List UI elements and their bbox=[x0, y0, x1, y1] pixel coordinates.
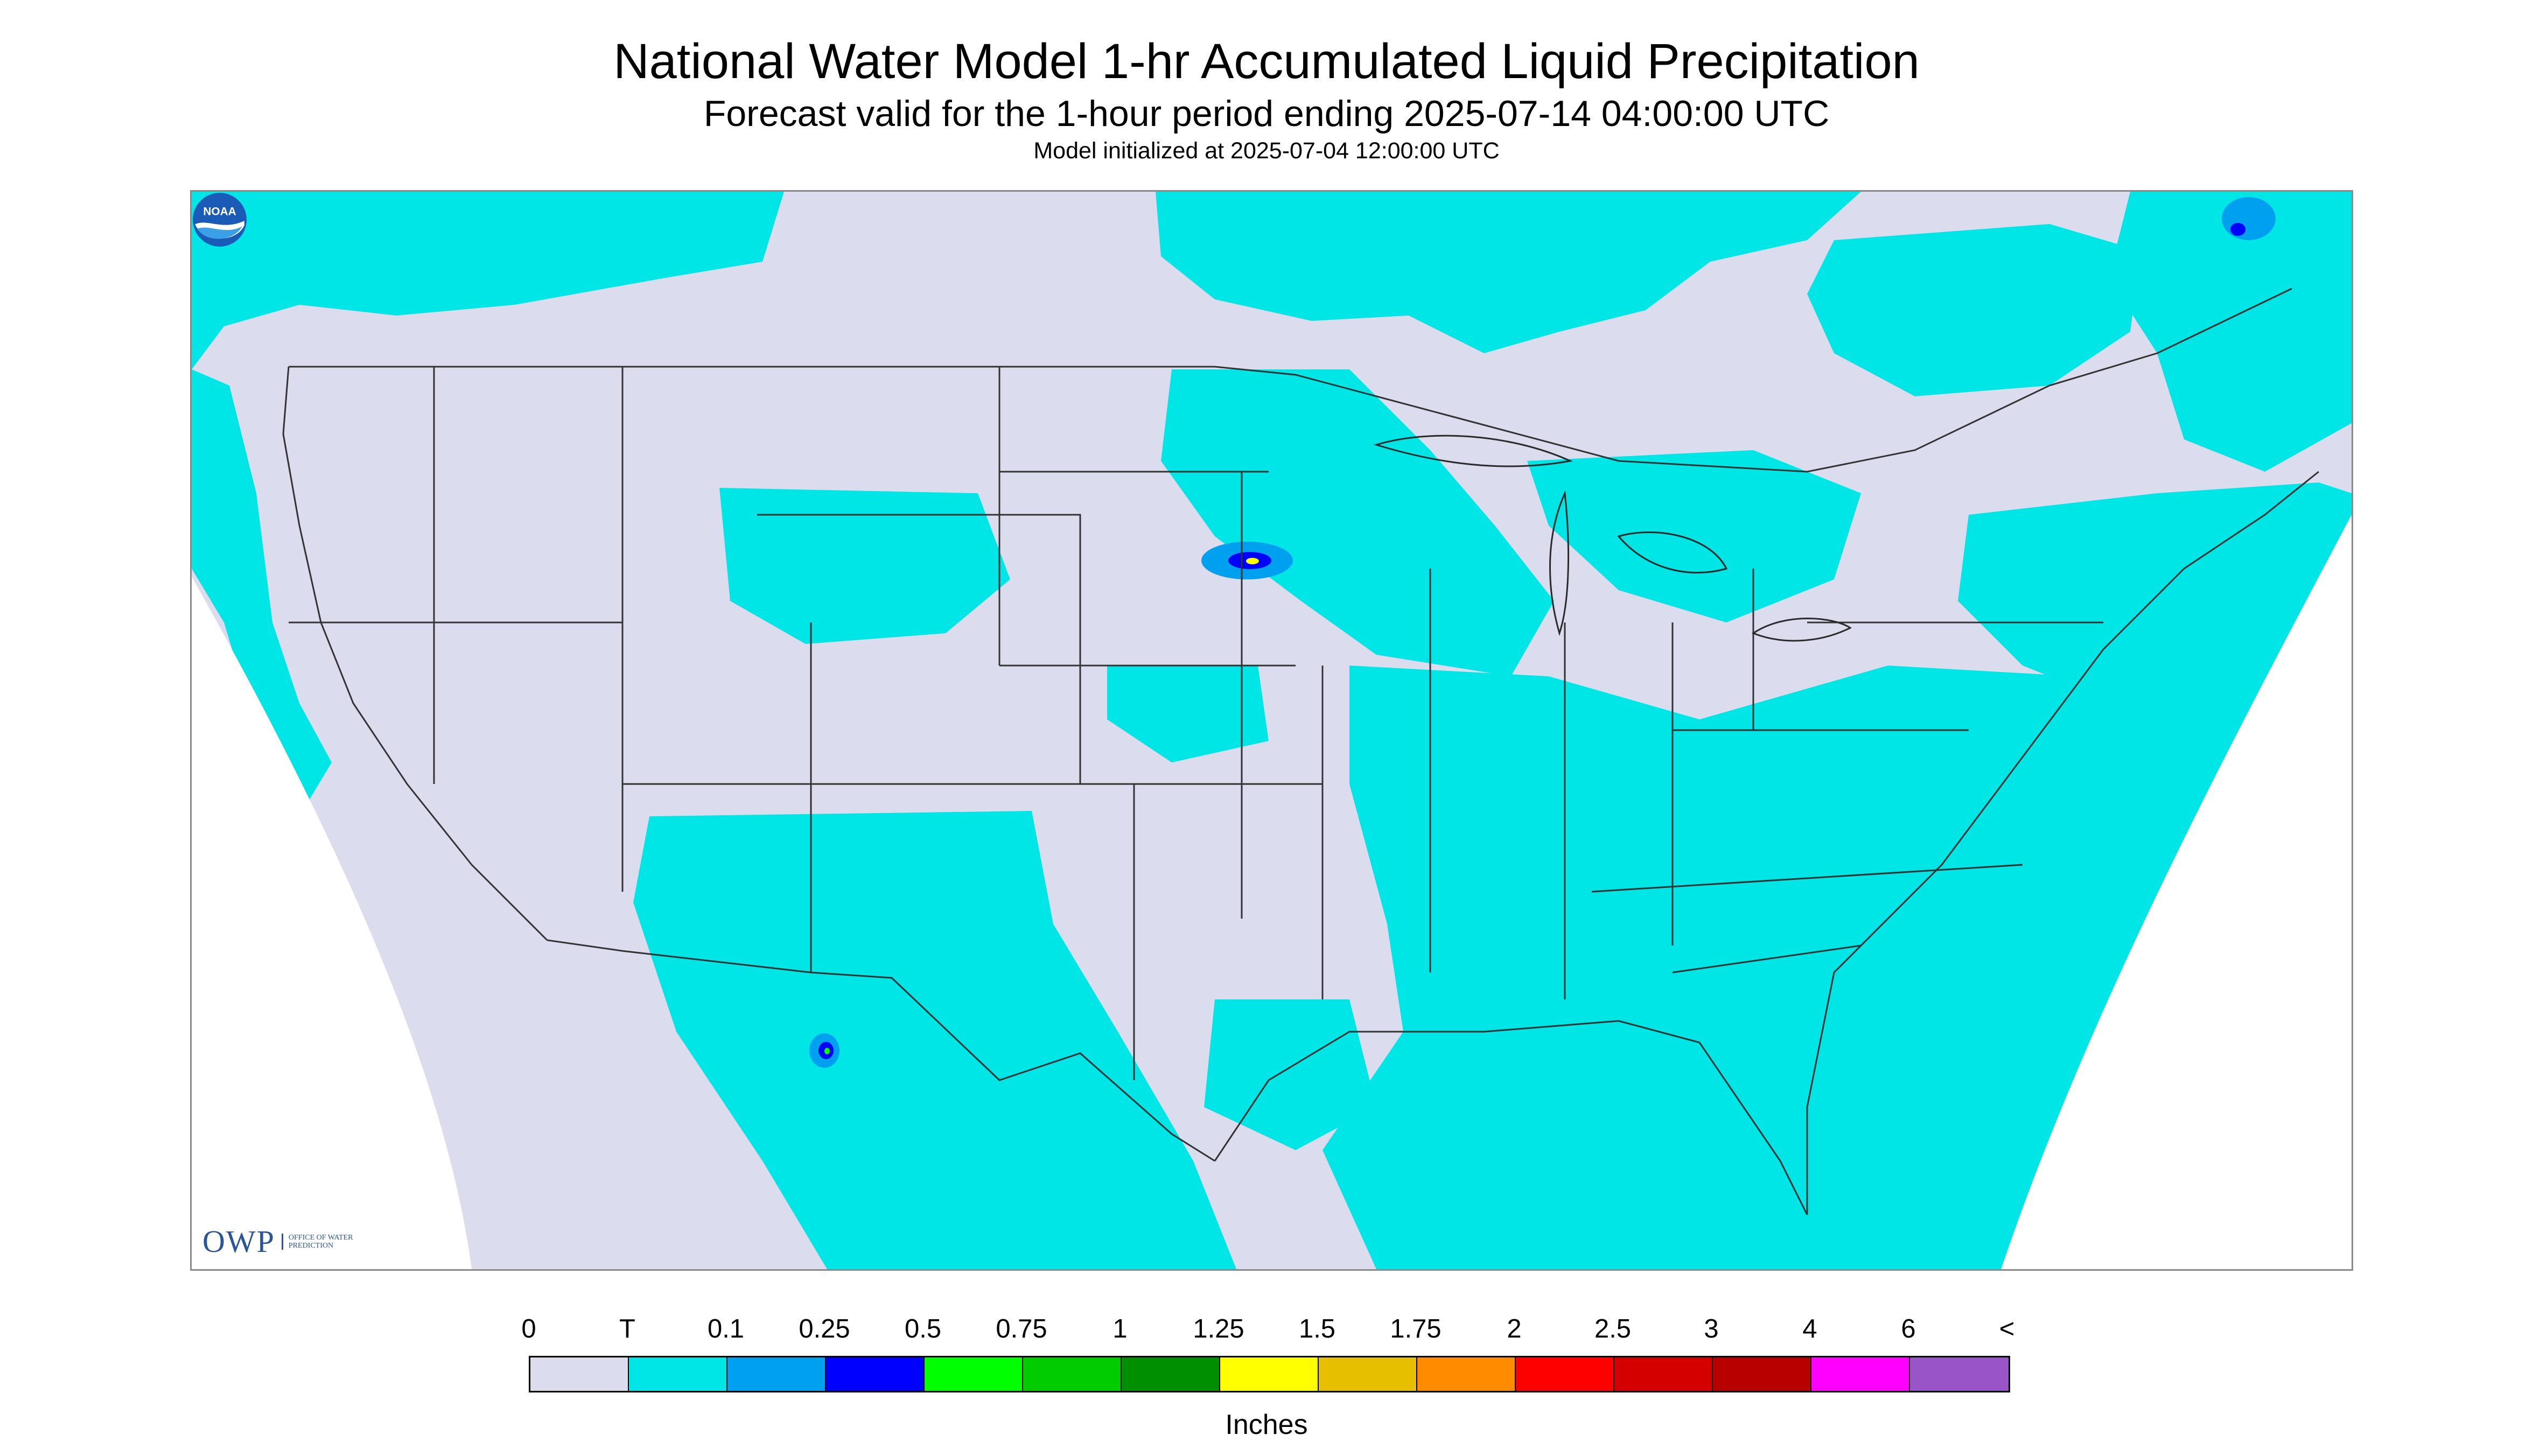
gulf-coastline bbox=[1214, 1020, 1808, 1215]
model-init-text: Model initialized at 2025-07-04 12:00:00… bbox=[1033, 138, 1500, 164]
precip-area-northern-rockies bbox=[719, 488, 1010, 644]
us-canada-border bbox=[289, 288, 2292, 473]
legend-swatch bbox=[1713, 1357, 1811, 1391]
precip-area-pacific-coast bbox=[192, 369, 332, 816]
legend-tick-label: 2 bbox=[1507, 1314, 1522, 1343]
legend-tick-label: 1.25 bbox=[1193, 1314, 1244, 1343]
legend-tick-label: 0.1 bbox=[707, 1314, 745, 1343]
legend-swatch bbox=[1122, 1357, 1220, 1391]
legend-tick-label: 1.5 bbox=[1298, 1314, 1336, 1343]
legend-swatch bbox=[1023, 1357, 1122, 1391]
legend-tick-label: 6 bbox=[1901, 1314, 1916, 1343]
noaa-logo-text: NOAA bbox=[203, 206, 236, 218]
legend-tick-label: 4 bbox=[1802, 1314, 1817, 1343]
owp-logo-text: OWP bbox=[202, 1224, 275, 1259]
peak-cell-southwest bbox=[824, 1048, 830, 1054]
legend-swatch bbox=[727, 1357, 826, 1391]
legend-tick-label: 0.25 bbox=[799, 1314, 850, 1343]
state-lines-central bbox=[998, 367, 1674, 1080]
precip-area-northwest bbox=[192, 192, 784, 369]
peak-cell-midwest bbox=[1246, 558, 1259, 564]
noaa-logo: NOAA bbox=[193, 193, 247, 247]
heavy-cell-northeast bbox=[2222, 197, 2276, 240]
forecast-valid-subtitle: Forecast valid for the 1-hour period end… bbox=[703, 93, 1830, 134]
precip-area-canada-east bbox=[1807, 224, 2141, 396]
legend-swatch bbox=[1516, 1357, 1614, 1391]
legend-swatch bbox=[1811, 1357, 1910, 1391]
precip-area-atlantic bbox=[1958, 482, 2352, 757]
legend-swatch bbox=[1910, 1357, 2009, 1391]
legend-swatch bbox=[1220, 1357, 1319, 1391]
west-coastline bbox=[282, 366, 548, 941]
map-canvas bbox=[192, 192, 2352, 1269]
legend-swatch bbox=[925, 1357, 1023, 1391]
precip-area-southwest bbox=[633, 811, 1236, 1269]
legend-swatch bbox=[826, 1357, 925, 1391]
precip-area-plains bbox=[1107, 666, 1269, 762]
owp-logo: OWP OFFICE OF WATER PREDICTION bbox=[202, 1223, 359, 1259]
state-lines-east bbox=[1591, 569, 2103, 974]
legend-tick-label: < bbox=[1999, 1314, 2015, 1343]
legend-tick-label: 3 bbox=[1704, 1314, 1719, 1343]
legend-swatch bbox=[629, 1357, 727, 1391]
legend-tick-label: 1.75 bbox=[1390, 1314, 1442, 1343]
legend-tick-label: 1 bbox=[1112, 1314, 1128, 1343]
east-coastline bbox=[1806, 471, 2319, 1215]
legend-tick-label: 0.75 bbox=[996, 1314, 1047, 1343]
heavier-cell-northeast bbox=[2230, 223, 2245, 236]
legend-units-label: Inches bbox=[1225, 1409, 1308, 1440]
precip-area-great-lakes bbox=[1527, 450, 1861, 622]
map-title: National Water Model 1-hr Accumulated Li… bbox=[613, 34, 1920, 89]
legend-tick-label: 2.5 bbox=[1594, 1314, 1632, 1343]
great-lakes-outline bbox=[1373, 435, 1852, 642]
legend-tick-label: 0 bbox=[521, 1314, 536, 1343]
legend-swatch bbox=[1319, 1357, 1417, 1391]
precip-area-canada-central bbox=[1156, 192, 1861, 353]
legend-colorbar bbox=[529, 1356, 2010, 1392]
legend-tick-label: 0.5 bbox=[904, 1314, 942, 1343]
us-mexico-border bbox=[547, 939, 1215, 1162]
state-lines-west bbox=[289, 367, 1323, 972]
owp-logo-subtext: OFFICE OF WATER PREDICTION bbox=[281, 1233, 359, 1250]
precip-area-upper-midwest bbox=[1161, 369, 1554, 676]
legend-tick-label: T bbox=[619, 1314, 635, 1343]
legend-swatch bbox=[530, 1357, 629, 1391]
legend-swatch bbox=[1614, 1357, 1713, 1391]
boundary-lines bbox=[282, 288, 2319, 1215]
legend-swatch bbox=[1417, 1357, 1516, 1391]
precipitation-map: OWP OFFICE OF WATER PREDICTION NOAA bbox=[190, 190, 2353, 1271]
precip-area-maritimes bbox=[2109, 192, 2352, 472]
